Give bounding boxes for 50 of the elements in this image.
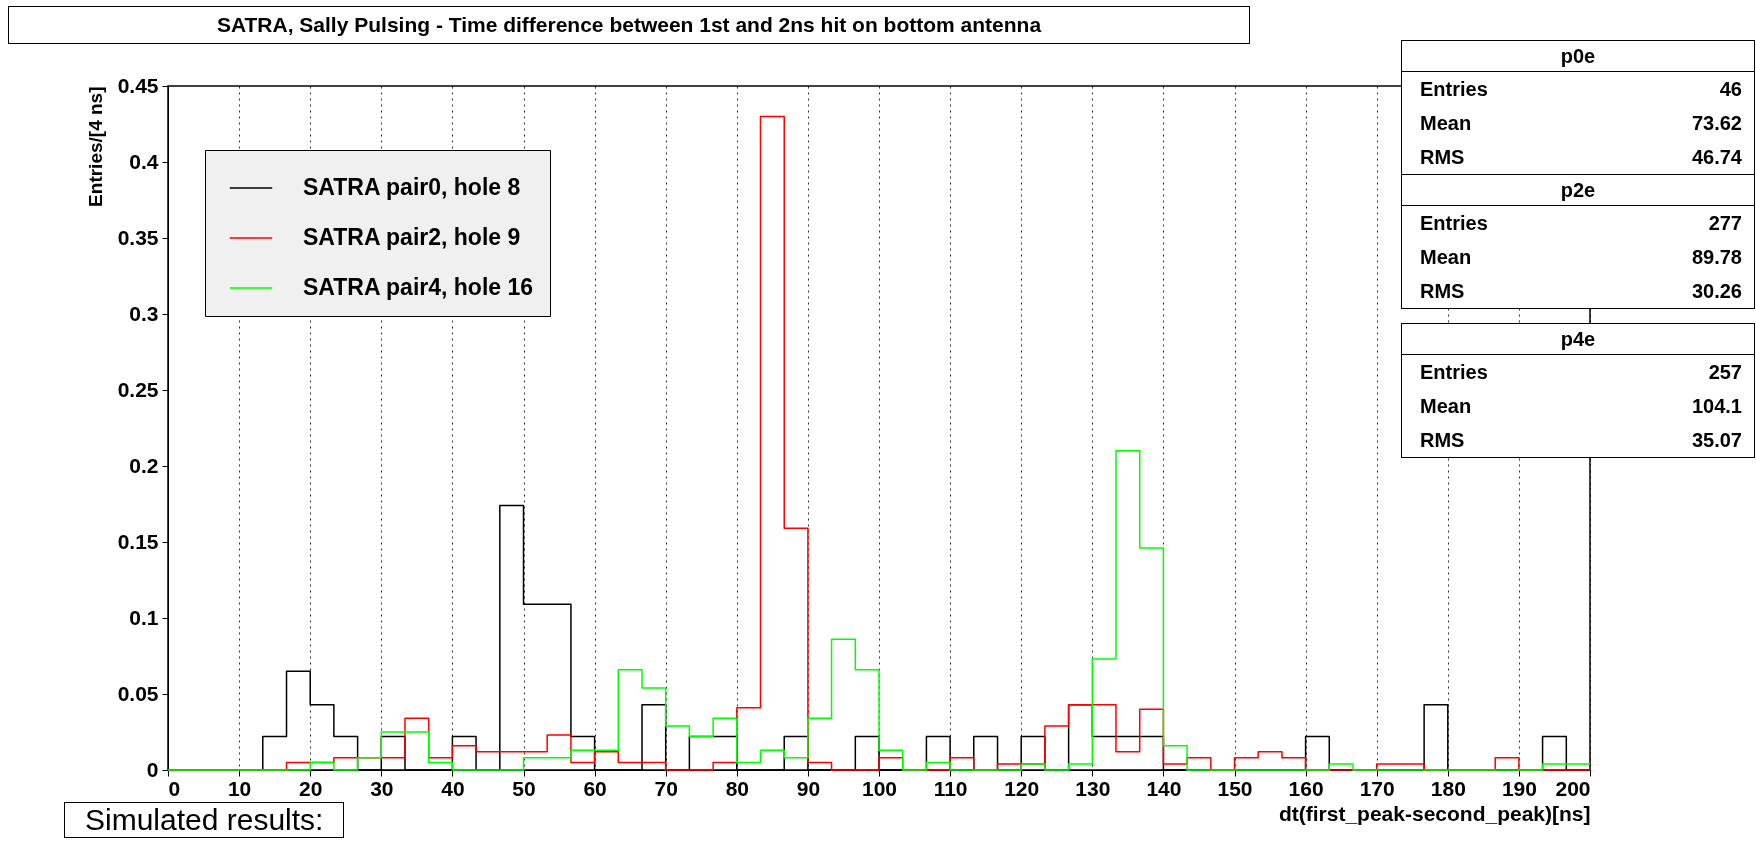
x-tick-label: 80 [725, 776, 749, 800]
x-tick-label: 200 [1555, 776, 1591, 800]
x-tick-label: 130 [1075, 776, 1111, 800]
text: Simulated results: [64, 802, 345, 838]
text: Mean 104.1 [1420, 395, 1742, 417]
x-tick-label: 100 [861, 776, 898, 800]
text: RMS 30.26 [1420, 280, 1742, 302]
y-axis-title: Entries/[4 ns] [84, 86, 106, 207]
y-tick-label: 0.4 [129, 149, 159, 173]
x-tick-label: 160 [1288, 776, 1324, 800]
y-tick-label: 0.2 [129, 453, 159, 477]
text: Mean 73.62 [1420, 112, 1742, 134]
y-tick-label: 0 [146, 757, 159, 781]
x-tick-label: 20 [299, 776, 323, 800]
x-tick-label: 40 [441, 776, 465, 800]
legend-label: SATRA pair4, hole 16 [303, 274, 534, 300]
x-tick-label: 50 [512, 776, 536, 800]
y-tick-label: 0.15 [117, 529, 159, 553]
y-tick-label: 0.25 [117, 377, 159, 401]
text: Entries 277 [1420, 212, 1742, 234]
x-tick-label: 150 [1217, 776, 1253, 800]
text: p0e [1402, 41, 1754, 72]
text: Entries 46 [1420, 78, 1742, 100]
x-tick-label: 10 [227, 776, 252, 800]
y-tick-label: 0.1 [129, 605, 159, 629]
x-tick-label: 180 [1430, 776, 1466, 800]
x-tick-label: 110 [933, 776, 968, 800]
text: RMS 35.07 [1420, 429, 1742, 451]
text: RMS 46.74 [1420, 146, 1742, 168]
annotation: p2e [1402, 175, 1754, 206]
chart-title: SATRA, Sally Pulsing - Time difference between 1st and 2ns hit on bottom antenna [8, 6, 1250, 44]
x-axis-title: dt(first_peak-second_peak)[ns] [1278, 801, 1591, 825]
text: Mean 89.78 [1420, 246, 1742, 268]
y-tick-label: 0.35 [117, 225, 159, 249]
x-tick-label: 30 [370, 776, 394, 800]
annotation: p4e [1402, 324, 1754, 355]
y-tick-label: 0.05 [117, 681, 159, 705]
x-tick-label: 120 [1004, 776, 1040, 800]
x-tick-label: 0 [168, 776, 181, 800]
text: Entries 257 [1420, 361, 1742, 383]
y-tick-label: 0.45 [117, 73, 159, 97]
x-tick-label: 70 [654, 776, 678, 800]
x-tick-label: 90 [796, 776, 821, 800]
x-tick-label: 170 [1359, 776, 1395, 800]
x-tick-label: 190 [1501, 776, 1537, 800]
legend-label: SATRA pair2, hole 9 [303, 224, 521, 250]
x-tick-label: 140 [1146, 776, 1182, 800]
legend-label: SATRA pair0, hole 8 [303, 174, 521, 200]
x-tick-label: 60 [583, 776, 607, 800]
y-tick-label: 0.3 [129, 301, 159, 325]
